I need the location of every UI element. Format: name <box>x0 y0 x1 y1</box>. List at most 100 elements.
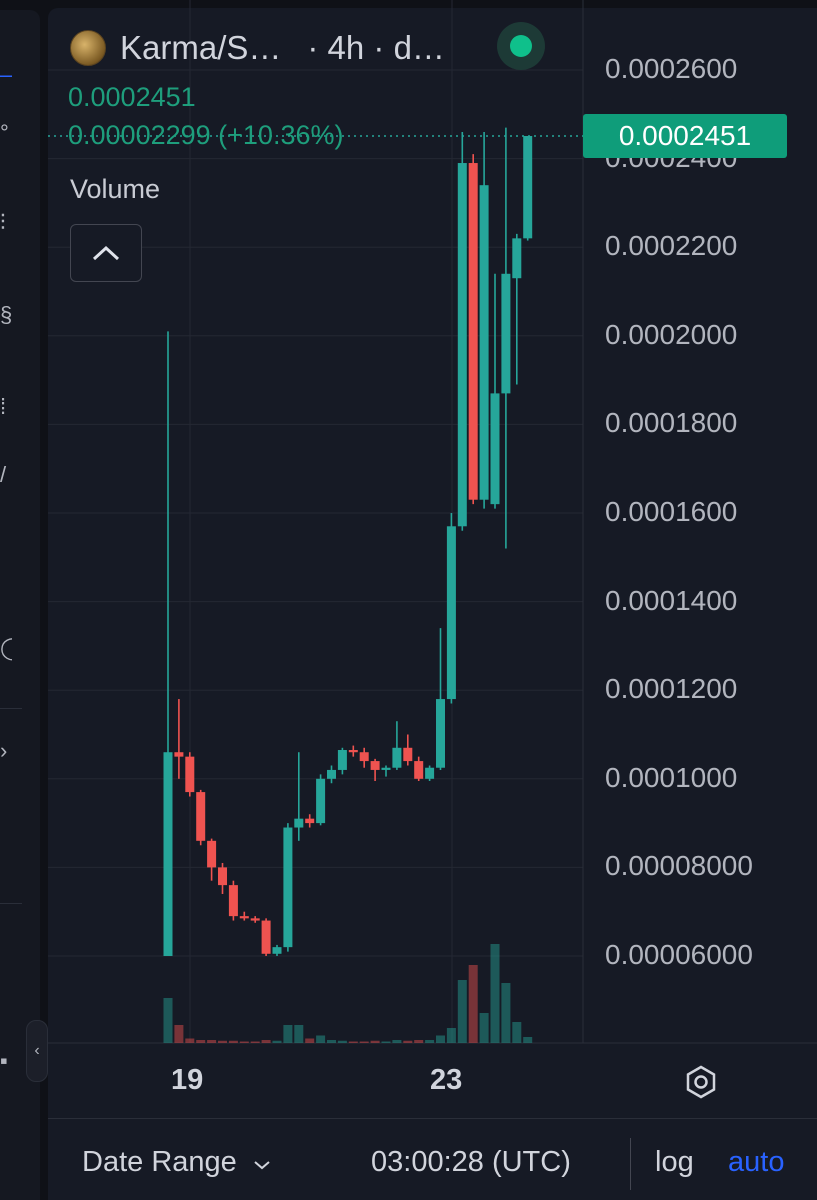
candle-body <box>348 750 358 753</box>
measure-tool-icon[interactable]: ◯ <box>0 635 12 661</box>
candle[interactable] <box>381 765 391 777</box>
candle[interactable] <box>218 862 227 894</box>
candle[interactable] <box>196 789 206 846</box>
price-axis-label: 0.0001600 <box>605 496 738 527</box>
price-change-value: 0.00002299 (+10.36%) <box>68 120 344 150</box>
candle[interactable] <box>403 734 413 766</box>
market-status-icon[interactable] <box>497 22 545 70</box>
volume-bar <box>283 1025 293 1043</box>
candle-body <box>468 163 478 500</box>
candle-body <box>337 750 347 770</box>
time-axis-label: 19 <box>171 1064 204 1096</box>
candle-body <box>316 778 326 824</box>
candle-body <box>218 867 227 886</box>
candle[interactable] <box>425 765 435 782</box>
fib-tool-icon[interactable]: § <box>0 302 12 327</box>
candle[interactable] <box>207 838 217 881</box>
candle-body <box>490 393 500 505</box>
interval-label[interactable]: · 4h · d… <box>307 29 445 66</box>
candle[interactable] <box>479 132 489 509</box>
candle-body <box>512 238 522 279</box>
magnet-tool-icon[interactable]: › <box>0 738 8 763</box>
toolbar-active-indicator: – <box>0 62 12 87</box>
symbol-name[interactable]: Karma/S… <box>120 29 282 66</box>
time-axis-label: 23 <box>430 1064 463 1096</box>
cursor-tool-icon[interactable]: ° <box>0 120 9 145</box>
volume-bar <box>403 1040 413 1043</box>
candle[interactable] <box>283 823 293 952</box>
trash-tool-icon[interactable]: ▪ <box>0 1048 8 1073</box>
candle-body <box>414 761 424 779</box>
price-axis-label: 0.0001000 <box>605 761 738 793</box>
brush-tool-icon[interactable]: / <box>0 462 7 487</box>
candle[interactable] <box>228 880 238 921</box>
candle[interactable] <box>305 814 315 828</box>
candle-body <box>174 752 184 757</box>
toolbar-collapse-chevron-left-icon[interactable]: ‹ <box>26 1020 48 1082</box>
volume-bar <box>305 1038 315 1043</box>
candle-body <box>381 767 391 770</box>
log-scale-toggle[interactable]: log <box>655 1146 694 1178</box>
candle-body <box>283 827 293 948</box>
candle-body <box>327 769 336 779</box>
candle[interactable] <box>446 513 456 704</box>
volume-bar <box>327 1040 336 1043</box>
candle[interactable] <box>392 721 402 770</box>
candle[interactable] <box>239 911 249 921</box>
auto-scale-toggle[interactable]: auto <box>728 1146 785 1178</box>
footer-divider <box>48 1118 817 1119</box>
utc-clock[interactable]: 03:00:28 (UTC) <box>371 1146 571 1178</box>
volume-bar <box>501 983 511 1043</box>
candle[interactable] <box>490 273 500 509</box>
status-dot <box>510 35 532 57</box>
candle[interactable] <box>272 944 282 956</box>
price-axis-label: 0.0002200 <box>605 230 738 262</box>
candle[interactable] <box>327 765 336 784</box>
candle[interactable] <box>523 136 533 241</box>
candle-body <box>446 526 456 700</box>
candle[interactable] <box>316 774 326 826</box>
volume-bar <box>370 1040 380 1043</box>
price-axis-label: 0.0002000 <box>605 318 738 350</box>
candle[interactable] <box>185 752 195 797</box>
volume-bar <box>359 1041 369 1043</box>
candle[interactable] <box>436 628 445 770</box>
volume-bar <box>185 1038 195 1043</box>
candle[interactable] <box>250 916 260 923</box>
candle[interactable] <box>414 756 424 782</box>
volume-bar <box>446 1028 456 1043</box>
candle-body <box>436 699 445 768</box>
price-axis-label: 0.0002600 <box>605 53 738 84</box>
chevron-down-icon <box>254 1161 270 1170</box>
volume-bars <box>163 944 533 1043</box>
candle[interactable] <box>501 127 511 549</box>
candle[interactable] <box>468 154 478 505</box>
candle[interactable] <box>261 918 271 956</box>
pattern-tool-icon[interactable]: ⁞ <box>0 394 7 419</box>
settings-icon[interactable] <box>683 1064 719 1100</box>
candle-body <box>457 163 467 527</box>
price-axis-label: 0.0001800 <box>605 407 738 439</box>
candle[interactable] <box>294 752 304 841</box>
candle[interactable] <box>370 758 380 782</box>
candle[interactable] <box>337 747 347 775</box>
candle[interactable] <box>348 745 358 757</box>
candle[interactable] <box>359 747 369 768</box>
candle[interactable] <box>163 331 173 956</box>
candle-body <box>305 818 315 824</box>
volume-bar <box>381 1041 391 1043</box>
volume-collapse-button[interactable] <box>70 224 142 282</box>
volume-bar <box>337 1040 347 1043</box>
volume-bar <box>523 1037 533 1043</box>
price-axis-label: 0.00008000 <box>605 850 753 882</box>
trend-line-tool-icon[interactable]: ⫶ <box>0 210 6 235</box>
candle-body <box>185 756 195 793</box>
volume-bar <box>294 1025 304 1043</box>
candle[interactable] <box>512 233 522 385</box>
chart-header: Karma/S… · 4h · d… <box>70 26 445 70</box>
candle[interactable] <box>457 132 467 531</box>
date-range-button[interactable]: Date Range <box>82 1146 271 1179</box>
volume-bar <box>512 1022 522 1043</box>
candle[interactable] <box>174 699 184 779</box>
